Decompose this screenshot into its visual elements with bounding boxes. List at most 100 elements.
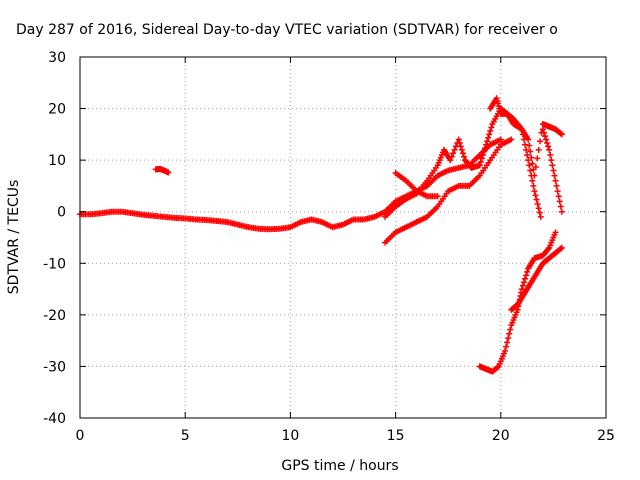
data-point [450, 150, 457, 157]
series-track-east-b [487, 95, 544, 220]
data-point [526, 142, 533, 149]
y-tick-label: -20 [43, 308, 66, 324]
data-point [554, 188, 561, 195]
data-point [537, 138, 544, 145]
data-point [434, 193, 441, 200]
data-point [558, 208, 565, 215]
data-point [543, 136, 550, 143]
data-point [478, 155, 485, 162]
data-point [487, 127, 494, 134]
data-point [533, 196, 540, 203]
data-point [529, 160, 536, 167]
data-point [459, 150, 466, 157]
data-point [519, 282, 526, 289]
x-tick-label: 25 [597, 428, 615, 444]
data-point [528, 154, 535, 161]
series-track-recovery [476, 229, 559, 375]
data-point [486, 131, 493, 138]
y-tick-label: 20 [48, 102, 66, 118]
data-point [544, 139, 551, 146]
data-point [523, 146, 530, 153]
series-track-lower [382, 136, 515, 246]
data-point [556, 198, 563, 205]
data-point [521, 275, 528, 282]
data-point [497, 136, 504, 143]
data-point [165, 169, 172, 176]
data-point [482, 145, 489, 152]
data-point [551, 172, 558, 179]
series-track-recovery-b [508, 244, 565, 313]
data-point [535, 205, 542, 212]
data-point [520, 136, 527, 143]
data-point [480, 148, 487, 155]
data-point [524, 268, 531, 275]
data-point [558, 244, 565, 251]
data-point [483, 141, 490, 148]
x-tick-label: 10 [281, 428, 299, 444]
data-point [558, 131, 565, 138]
data-point [534, 155, 541, 162]
series-track-east-a [392, 170, 441, 200]
data-point [552, 177, 559, 184]
data-point [506, 330, 513, 337]
data-point [451, 146, 458, 153]
data-point [532, 192, 539, 199]
data-point [455, 136, 462, 143]
data-point [530, 182, 537, 189]
data-point [537, 213, 544, 220]
axis-ticks: 0 5 10 15 20 25 -40 -30 -20 -10 0 10 20 30 [43, 50, 615, 444]
data-point [552, 229, 559, 236]
series-isolated-segment [152, 165, 172, 176]
data-point [457, 143, 464, 150]
grid-lines [80, 57, 606, 418]
y-axis-label: SDTVAR / TECUs [6, 180, 22, 295]
data-point [484, 138, 491, 145]
data-point [550, 167, 557, 174]
data-point [504, 339, 511, 346]
y-tick-label: 30 [48, 50, 66, 66]
data-point [507, 326, 514, 333]
data-point [549, 162, 556, 169]
plot-frame [79, 56, 607, 419]
x-tick-label: 5 [181, 428, 190, 444]
y-tick-label: -40 [43, 411, 66, 427]
data-point [540, 129, 547, 136]
data-point [518, 126, 525, 133]
data-point [479, 151, 486, 158]
x-tick-label: 20 [492, 428, 510, 444]
data-point [553, 182, 560, 189]
data-point [531, 188, 538, 195]
data-point [548, 157, 555, 164]
y-tick-label: 0 [57, 205, 66, 221]
data-point [502, 347, 509, 354]
data-point [448, 153, 455, 160]
data-point [521, 141, 528, 148]
data-point [505, 335, 512, 342]
data-point [523, 272, 530, 279]
y-tick-label: 10 [48, 153, 66, 169]
data-point [519, 131, 526, 138]
x-tick-label: 15 [387, 428, 405, 444]
data-point [525, 157, 532, 164]
data-point [524, 151, 531, 158]
data-point [557, 130, 564, 137]
data-point [532, 164, 539, 171]
data-point [527, 148, 534, 155]
data-point [503, 343, 510, 350]
data-point [545, 143, 552, 150]
data-point [536, 209, 543, 216]
y-tick-label: -30 [43, 359, 66, 375]
data-point [447, 157, 454, 164]
data-point [488, 124, 495, 131]
data-point [520, 279, 527, 286]
data-point [535, 146, 542, 153]
data-point [541, 133, 548, 140]
data-point [557, 245, 564, 252]
data-point [557, 203, 564, 210]
data-point [555, 193, 562, 200]
data-point [518, 286, 525, 293]
data-point [539, 126, 546, 133]
data-point [458, 146, 465, 153]
